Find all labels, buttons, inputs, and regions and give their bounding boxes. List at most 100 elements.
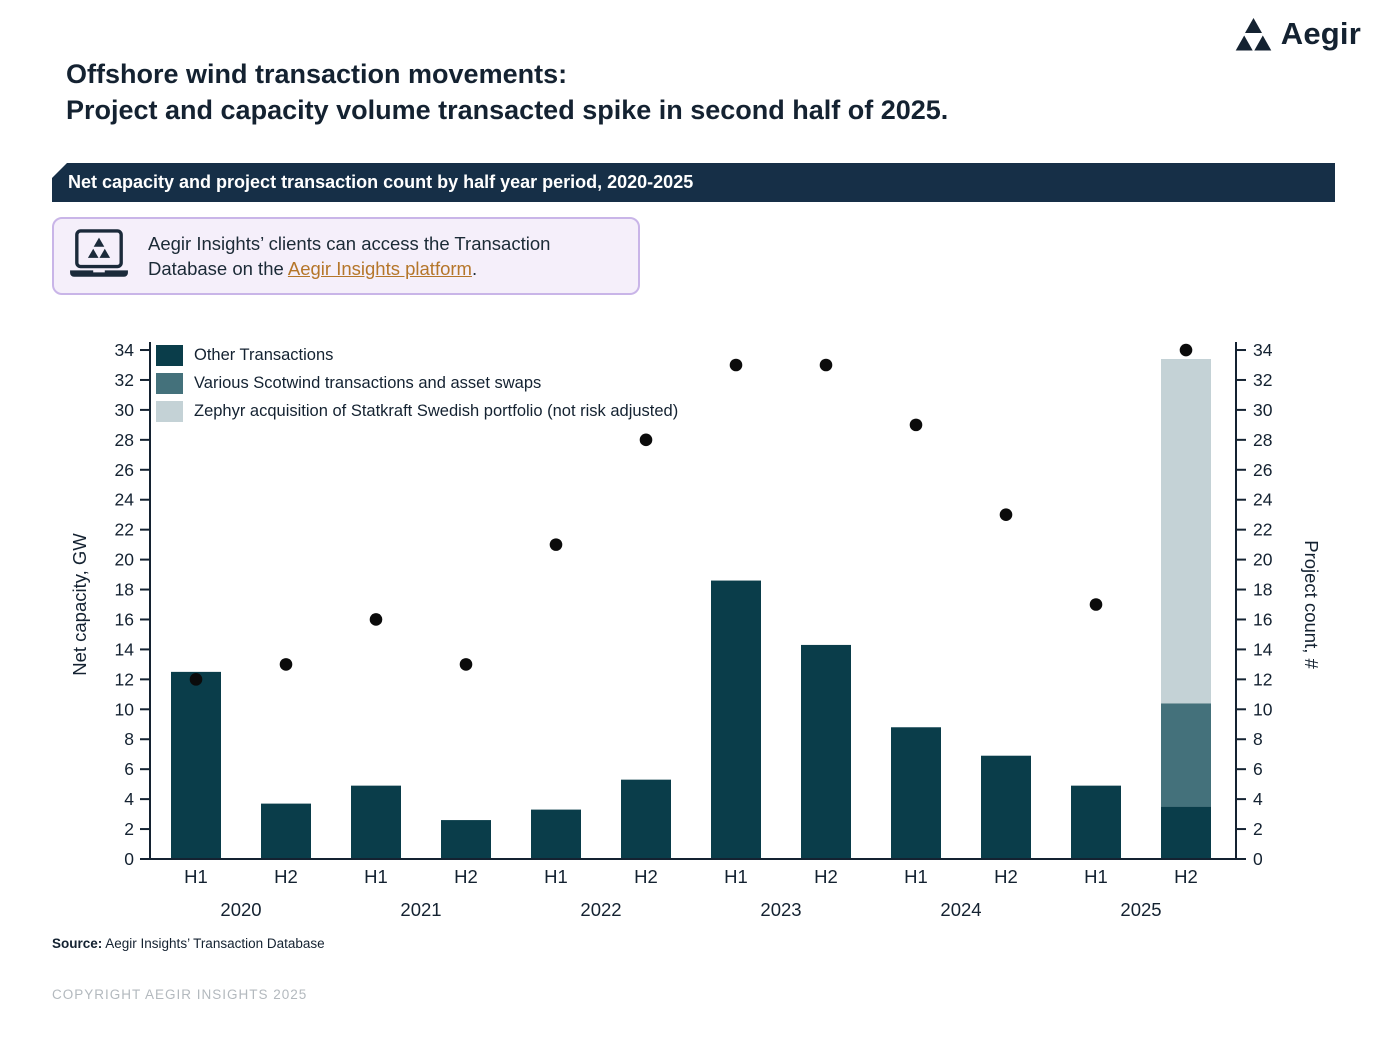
title-line-1: Offshore wind transaction movements:: [66, 59, 568, 89]
source-line: Source: Aegir Insights’ Transaction Data…: [52, 936, 325, 951]
right-tick-label: 24: [1253, 490, 1273, 510]
right-tick-label: 6: [1253, 759, 1263, 779]
transaction-database-callout: Aegir Insights’ clients can access the T…: [52, 217, 640, 295]
year-label: 2020: [220, 899, 261, 920]
copyright-line: COPYRIGHT AEGIR INSIGHTS 2025: [52, 987, 308, 1002]
x-tick-label: H1: [724, 866, 748, 887]
legend-label: Zephyr acquisition of Statkraft Swedish …: [194, 401, 679, 420]
x-tick-label: H2: [634, 866, 658, 887]
left-tick-label: 26: [115, 460, 134, 480]
project-count-dot: [279, 658, 293, 671]
year-label: 2025: [1120, 899, 1161, 920]
right-tick-label: 26: [1253, 460, 1272, 480]
bar-segment-h2-2025-s1: [1161, 703, 1211, 807]
x-tick-label: H2: [1174, 866, 1198, 887]
right-tick-label: 20: [1253, 550, 1273, 570]
project-count-dot: [189, 673, 203, 686]
page-title: Offshore wind transaction movements: Pro…: [66, 56, 948, 128]
x-tick-label: H2: [274, 866, 298, 887]
bar-segment-h2-2020-s0: [261, 803, 311, 859]
bar-segment-h2-2025-s2: [1161, 359, 1211, 704]
legend-swatch-other-transactions: [156, 344, 183, 366]
chart-title-banner: Net capacity and project transaction cou…: [52, 163, 1335, 202]
project-count-dot: [1179, 343, 1193, 357]
bar-segment-h1-2023-s0: [711, 580, 761, 859]
legend-row-other-transactions: Other Transactions: [156, 344, 678, 366]
project-count-dot: [1089, 598, 1103, 611]
x-tick-label: H1: [364, 866, 388, 887]
left-tick-label: 18: [115, 580, 134, 600]
project-count-dot: [639, 433, 653, 447]
left-tick-label: 8: [124, 729, 134, 749]
aegir-logo: Aegir: [1235, 16, 1361, 52]
legend-row-zephyr: Zephyr acquisition of Statkraft Swedish …: [156, 400, 678, 422]
logo-text: Aegir: [1280, 16, 1361, 51]
right-tick-label: 2: [1253, 819, 1263, 839]
right-tick-label: 30: [1253, 400, 1273, 420]
x-tick-label: H1: [904, 866, 928, 887]
chart-legend: Other Transactions Various Scotwind tran…: [156, 344, 678, 422]
left-tick-label: 28: [115, 430, 134, 450]
laptop-icon: [68, 228, 130, 287]
left-tick-label: 32: [115, 370, 134, 390]
left-tick-label: 20: [115, 550, 135, 570]
bar-segment-h2-2025-s0: [1161, 806, 1211, 859]
year-label: 2021: [400, 899, 441, 920]
left-tick-label: 12: [115, 669, 134, 689]
bar-segment-h2-2021-s0: [441, 820, 491, 859]
callout-text: Aegir Insights’ clients can access the T…: [148, 231, 624, 281]
bar-segment-h2-2022-s0: [621, 779, 671, 859]
right-tick-label: 34: [1253, 340, 1273, 360]
right-tick-label: 22: [1253, 520, 1272, 540]
bar-segment-h1-2025-s0: [1071, 785, 1121, 859]
legend-label: Various Scotwind transactions and asset …: [194, 373, 542, 392]
bar-segment-h1-2020-s0: [171, 671, 221, 859]
source-label: Source:: [52, 936, 103, 951]
bar-segment-h2-2023-s0: [801, 644, 851, 859]
left-tick-label: 10: [115, 699, 135, 719]
right-tick-label: 32: [1253, 370, 1272, 390]
right-tick-label: 10: [1253, 699, 1273, 719]
left-tick-label: 4: [124, 789, 134, 809]
legend-swatch-zephyr: [156, 400, 183, 422]
right-tick-label: 8: [1253, 729, 1263, 749]
bar-segment-h2-2024-s0: [981, 755, 1031, 859]
right-tick-label: 0: [1253, 849, 1263, 869]
left-tick-label: 22: [115, 520, 134, 540]
x-tick-label: H2: [814, 866, 838, 887]
aegir-triforce-icon: [1235, 17, 1272, 51]
left-tick-label: 34: [115, 340, 135, 360]
right-axis-title: Project count, #: [1301, 540, 1322, 669]
left-tick-label: 0: [124, 849, 134, 869]
right-tick-label: 16: [1253, 609, 1272, 629]
right-tick-label: 14: [1253, 639, 1273, 659]
left-tick-label: 30: [115, 400, 135, 420]
x-tick-label: H1: [184, 866, 208, 887]
legend-row-scotwind: Various Scotwind transactions and asset …: [156, 372, 678, 394]
bar-segment-h1-2021-s0: [351, 785, 401, 859]
year-label: 2024: [940, 899, 981, 920]
left-tick-label: 6: [124, 759, 134, 779]
project-count-dot: [549, 538, 563, 551]
left-tick-label: 24: [115, 490, 135, 510]
left-tick-label: 16: [115, 609, 134, 629]
x-tick-label: H2: [454, 866, 478, 887]
year-label: 2023: [760, 899, 801, 920]
right-tick-label: 4: [1253, 789, 1263, 809]
project-count-dot: [729, 358, 743, 372]
x-tick-label: H1: [544, 866, 568, 887]
project-count-dot: [819, 358, 833, 372]
aegir-platform-link[interactable]: Aegir Insights platform: [287, 258, 472, 279]
project-count-dot: [459, 658, 473, 671]
right-tick-label: 28: [1253, 430, 1272, 450]
bar-segment-h1-2022-s0: [531, 809, 581, 859]
right-tick-label: 18: [1253, 580, 1272, 600]
legend-swatch-scotwind: [156, 372, 183, 394]
left-tick-label: 2: [124, 819, 134, 839]
callout-text-after: .: [471, 258, 478, 279]
x-tick-label: H1: [1084, 866, 1108, 887]
chart-title-text: Net capacity and project transaction cou…: [68, 172, 694, 192]
project-count-dot: [369, 613, 383, 626]
